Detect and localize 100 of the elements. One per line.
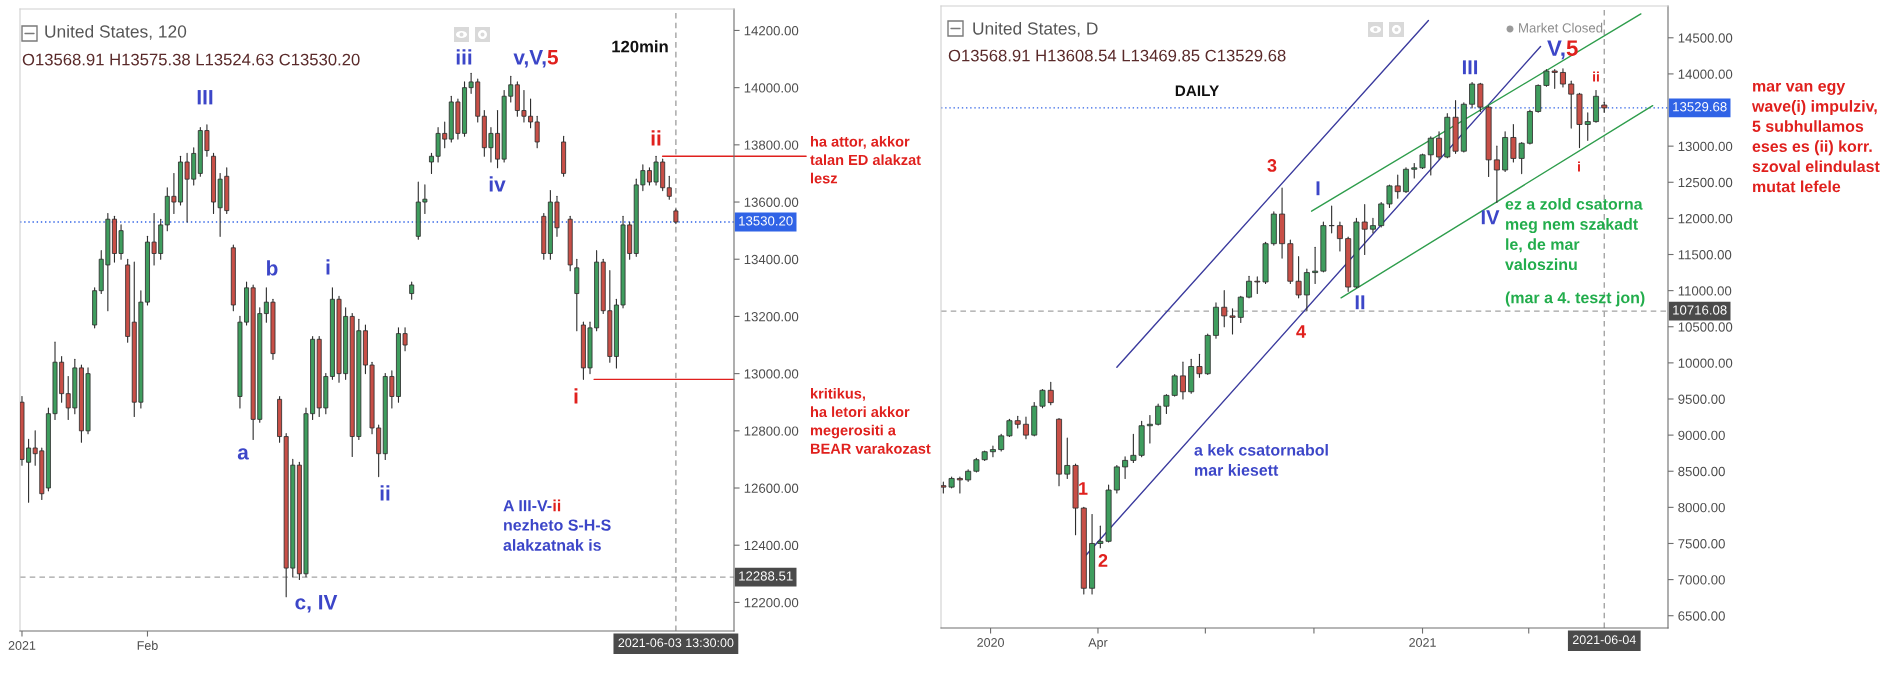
x-tick-label: 2020	[977, 638, 1004, 647]
candlestick	[1312, 246, 1319, 284]
y-tick-label: 11000.00	[1678, 286, 1732, 296]
candlestick	[1122, 456, 1129, 480]
y-tick-label: 7000.00	[1678, 575, 1725, 585]
candlestick	[1469, 82, 1476, 109]
y-tick-label: 8500.00	[1678, 466, 1725, 477]
y-tick-label: 9500.00	[1678, 394, 1725, 404]
y-tick-label: 9000.00	[1678, 430, 1725, 441]
candlestick	[1378, 201, 1385, 228]
candlestick	[989, 445, 996, 458]
ref-line-label: 13530.20	[739, 216, 793, 226]
candlestick	[1221, 290, 1228, 328]
annotation: a	[237, 448, 249, 460]
y-tick-label: 13000.00	[744, 369, 799, 379]
text: mar van egy wave(i) impulziv, 5 subhullamos eses es (ii) korr. szoval elindulast mutat lefele	[1751, 82, 1880, 193]
annotation: III	[197, 90, 213, 105]
annotation: ii	[380, 485, 390, 501]
y-tick-label: 14200.00	[744, 26, 799, 36]
candlestick	[1303, 268, 1310, 312]
candlestick	[1146, 415, 1153, 444]
y-tick-label: 12400.00	[744, 540, 799, 551]
text: United States, 120	[45, 24, 187, 40]
annotation: v,V,	[513, 50, 546, 68]
candlestick	[956, 476, 963, 494]
annotation: i	[326, 259, 330, 275]
candlestick	[1394, 174, 1401, 199]
ref-line-label: ha attor, akkor talan ED alakzat lesz	[810, 136, 921, 184]
candlestick	[1369, 217, 1376, 234]
y-tick-label: 12800.00	[744, 426, 799, 436]
annotation: ez a zold csatorna meg nem szakadt le, de mar valoszinu	[1505, 198, 1643, 271]
y-tick-label: 10500.00	[1678, 322, 1733, 332]
candlestick	[1237, 295, 1244, 323]
text: O13568.91 H13608.54 L13469.85 C13529.68	[948, 49, 1286, 62]
annotation: 3	[1267, 159, 1277, 172]
text: O13568.91 H13575.38 L13524.63 C13530.20	[22, 53, 360, 66]
annotation: DAILY	[1175, 85, 1219, 96]
candlestick	[1427, 136, 1434, 176]
annotation: V,	[1547, 40, 1565, 60]
candlestick	[1196, 353, 1203, 378]
annotation: 4	[1296, 325, 1306, 338]
y-tick-label: 13800.00	[744, 140, 799, 150]
x-tick-label: Apr	[1088, 638, 1108, 650]
y-tick-label: 13400.00	[744, 254, 799, 265]
annotation: II	[1355, 295, 1365, 310]
candlestick	[1246, 275, 1253, 299]
y-tick-label: 8000.00	[1678, 502, 1725, 513]
ref-line-label: 10716.08	[1673, 305, 1727, 315]
candlestick	[666, 175, 672, 200]
annotation: 5	[1566, 40, 1578, 56]
candlestick	[1568, 80, 1575, 129]
candlestick	[1336, 221, 1343, 252]
candlestick	[1584, 112, 1591, 141]
ref-line-label: 13529.68	[1673, 102, 1727, 112]
x-tick-label: Feb	[137, 640, 158, 650]
y-tick-label: 12000.00	[1678, 213, 1733, 224]
y-tick-label: 14000.00	[744, 83, 799, 93]
annotation: ii	[1593, 71, 1599, 82]
annotation: 2	[1098, 554, 1108, 567]
candlestick	[1559, 68, 1566, 88]
annotation: iii	[456, 49, 472, 65]
annotation: ii	[651, 130, 661, 146]
y-tick-label: 11500.00	[1678, 250, 1732, 260]
annotation: a kek csatornabol mar kiesett	[1194, 444, 1328, 476]
y-tick-label: 7500.00	[1678, 539, 1725, 549]
candlestick	[1039, 389, 1046, 409]
annotation: nezheto S-H-S alakzatnak is	[503, 519, 611, 551]
annotation: A III-V-	[503, 500, 552, 512]
x-tick-label: 2021-06-03 13:30:00	[618, 638, 734, 648]
candlestick	[1022, 416, 1029, 440]
y-tick-label: 10000.00	[1678, 358, 1733, 368]
annotation: ii	[553, 499, 561, 512]
candlestick	[1403, 167, 1409, 193]
annotation: I	[1316, 181, 1320, 196]
y-tick-label: 12200.00	[744, 597, 799, 608]
candlestick	[1179, 361, 1186, 400]
candlestick	[1064, 437, 1071, 480]
annotation: b	[267, 260, 278, 276]
y-tick-label: 13200.00	[744, 311, 799, 322]
annotation: i	[1578, 161, 1580, 172]
annotation: (mar a 4. teszt jon)	[1505, 291, 1645, 307]
candlestick	[1113, 464, 1120, 494]
ref-line-label: kritikus, ha letori akkor megerositi a BEAR varakozast	[810, 388, 931, 454]
ref-line-label: 12288.51	[739, 571, 793, 581]
y-tick-label: 14500.00	[1678, 33, 1733, 43]
candlestick	[1047, 381, 1054, 406]
x-tick-label: 2021	[1409, 638, 1436, 647]
annotation: 120min	[612, 40, 668, 53]
candlestick	[1155, 403, 1162, 426]
candlestick	[1436, 131, 1443, 160]
annotation: 5	[547, 50, 559, 65]
y-tick-label: 13600.00	[744, 197, 799, 207]
annotation: c, IV	[295, 595, 338, 613]
annotation: IV	[1481, 210, 1500, 225]
y-tick-label: 12600.00	[744, 483, 799, 493]
ref-line-label: 2021-06-04	[1572, 635, 1636, 645]
annotation: i	[574, 388, 578, 404]
annotation: iv	[489, 176, 506, 192]
annotation: 1	[1079, 482, 1088, 495]
y-tick-label: 13000.00	[1678, 141, 1733, 152]
